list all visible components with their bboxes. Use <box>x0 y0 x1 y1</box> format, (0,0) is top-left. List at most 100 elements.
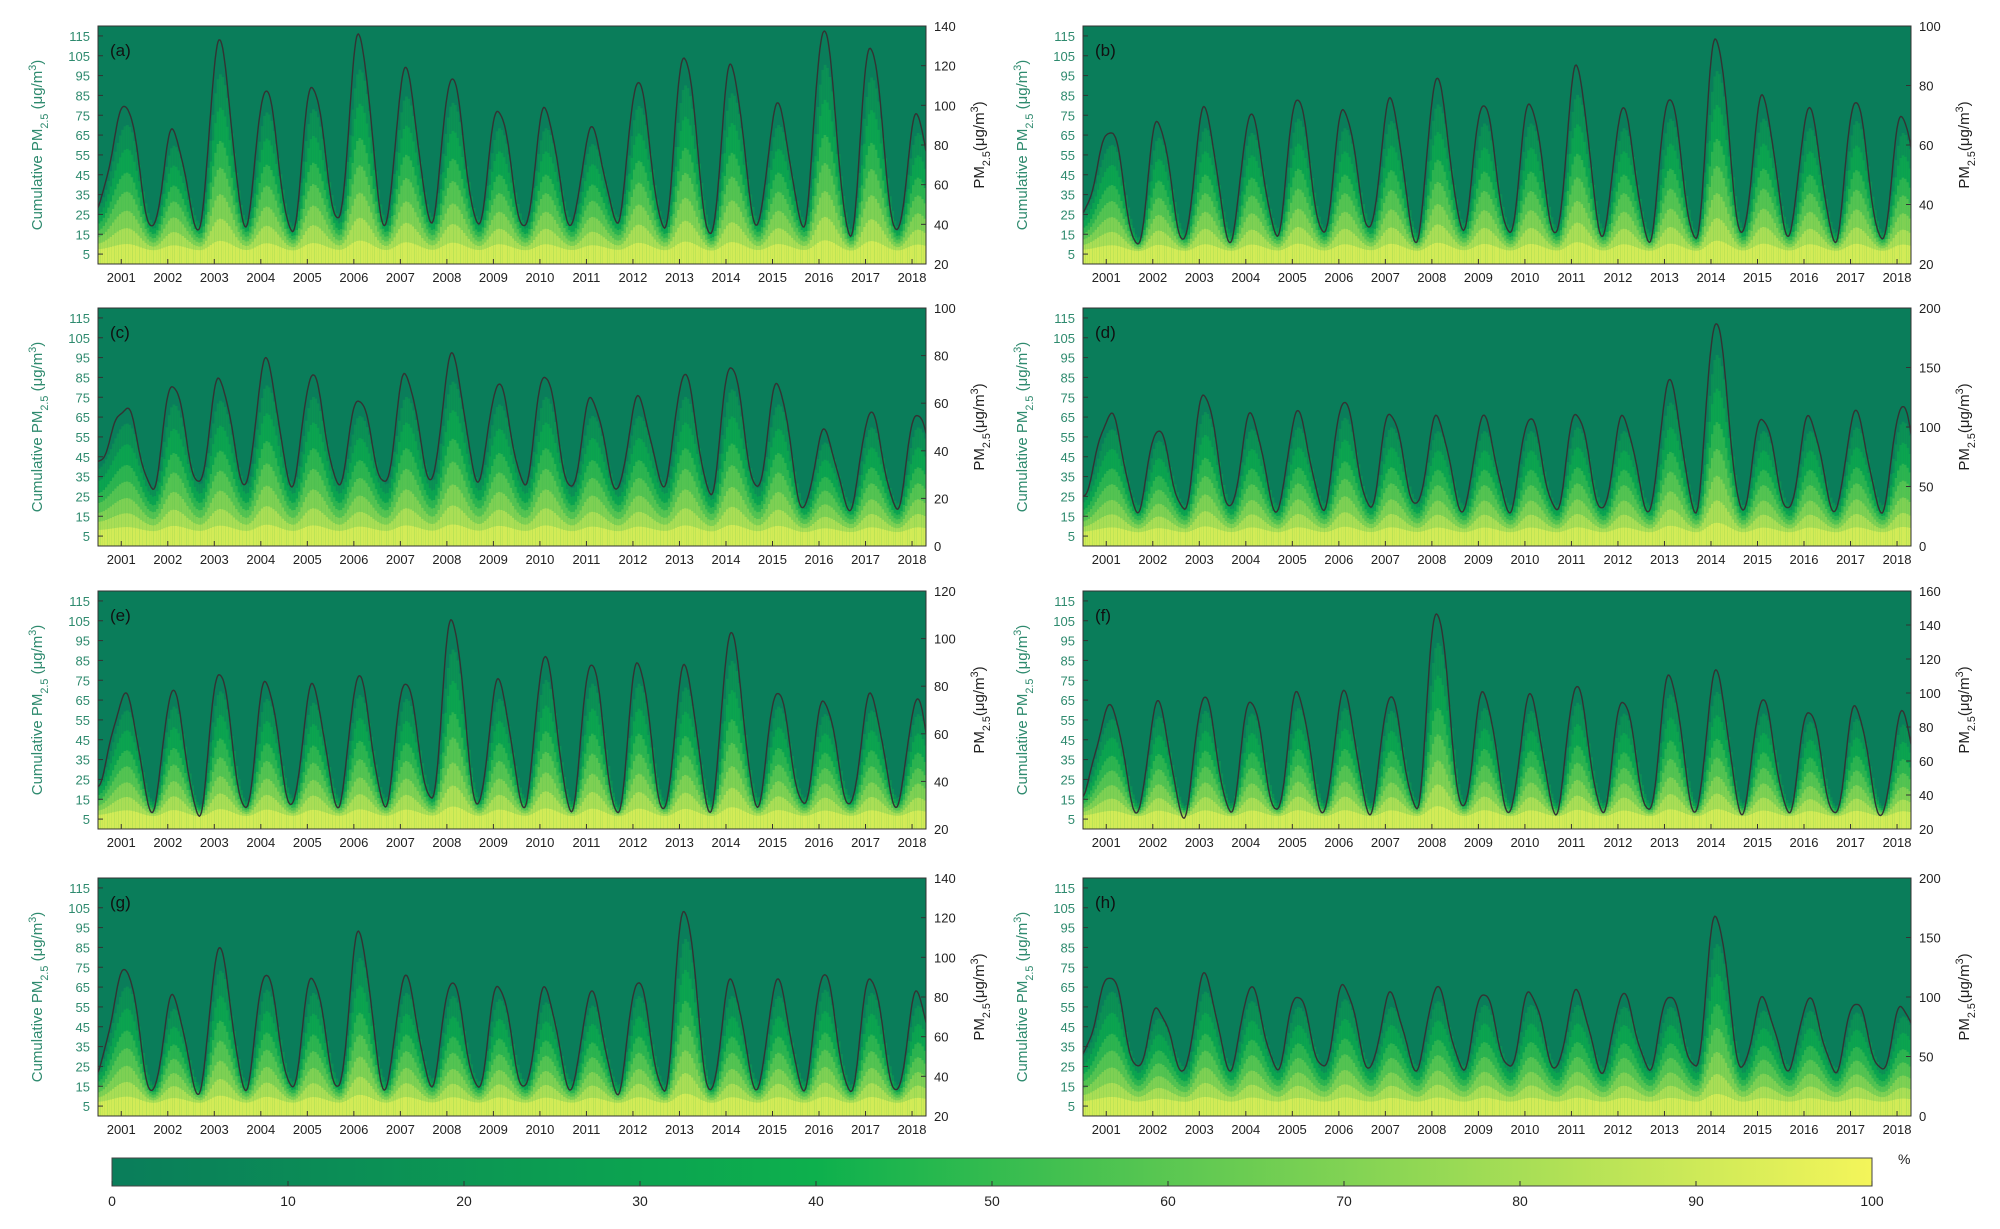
heatmap-cell <box>837 245 841 264</box>
heatmap-cell <box>1434 243 1438 264</box>
heatmap-cell <box>1771 245 1775 264</box>
heatmap-cell <box>1178 250 1182 264</box>
heatmap-cell <box>1143 249 1147 264</box>
heatmap-cell <box>400 243 404 264</box>
heatmap-cell <box>530 248 534 264</box>
heatmap-cell <box>642 243 646 264</box>
heatmap-cell <box>751 249 755 264</box>
heatmap-cell <box>339 249 343 264</box>
heatmap-cell <box>1383 245 1386 264</box>
heatmap-cell <box>916 244 920 264</box>
heatmap-cell <box>1117 246 1121 264</box>
heatmap-cell <box>525 250 529 264</box>
x-tick-label: 2004 <box>246 270 275 285</box>
heatmap-cell <box>1364 249 1368 264</box>
heatmap-cell <box>393 247 397 264</box>
heatmap-cell <box>1150 246 1154 264</box>
heatmap-cell <box>1355 246 1359 264</box>
heatmap-cell <box>1445 244 1449 264</box>
heatmap-cell <box>1524 244 1528 264</box>
heatmap-cell <box>1471 247 1475 264</box>
heatmap-cell <box>125 244 129 264</box>
heatmap-cell <box>1690 250 1693 264</box>
heatmap-cell <box>558 247 562 264</box>
heatmap-cell <box>637 242 641 264</box>
heatmap-cell <box>702 248 706 264</box>
heatmap-cell <box>744 246 748 264</box>
right-tick-label: 20 <box>934 257 948 272</box>
heatmap-cell <box>1452 247 1456 264</box>
heatmap-cell <box>1676 244 1680 264</box>
heatmap-cell <box>181 246 185 264</box>
heatmap-cell <box>1766 244 1770 264</box>
heatmap-cell <box>435 249 439 264</box>
heatmap-cell <box>1145 248 1149 264</box>
heatmap-cell <box>421 247 425 264</box>
heatmap-cell <box>1206 244 1210 264</box>
heatmap-cell <box>1850 244 1854 264</box>
heatmap-cell <box>1727 244 1731 264</box>
heatmap-cell <box>1394 244 1398 264</box>
heatmap-cell <box>211 243 215 264</box>
heatmap-cell <box>1469 248 1473 264</box>
heatmap-cell <box>874 241 878 264</box>
heatmap-cell <box>1585 244 1589 264</box>
heatmap-cell <box>600 246 604 264</box>
heatmap-cell <box>209 245 213 264</box>
heatmap-cell <box>614 249 618 264</box>
heatmap-cell <box>1515 249 1519 264</box>
heatmap-cell <box>1092 248 1096 264</box>
heatmap-cell <box>114 245 118 264</box>
heatmap-cell <box>395 245 399 264</box>
heatmap-cell <box>409 242 413 264</box>
heatmap-cell <box>1857 243 1861 264</box>
heatmap-cell <box>1641 249 1645 264</box>
heatmap-cell <box>1717 240 1721 264</box>
heatmap-cell <box>691 243 695 264</box>
heatmap-cell <box>1120 246 1124 264</box>
heatmap-cell <box>1617 245 1621 264</box>
heatmap-cell <box>1385 244 1389 264</box>
heatmap-cell <box>353 241 357 264</box>
heatmap-cell <box>512 247 515 264</box>
heatmap-cell <box>1276 250 1279 264</box>
heatmap-cell <box>1594 248 1598 264</box>
heatmap-cell <box>1331 248 1335 264</box>
heatmap-cell <box>658 249 662 264</box>
heatmap-cell <box>1357 247 1361 264</box>
heatmap-cell <box>1562 248 1566 264</box>
heatmap-cell <box>153 250 157 264</box>
heatmap-cell <box>1443 243 1447 264</box>
heatmap-cell <box>293 250 297 264</box>
heatmap-cell <box>1652 250 1656 264</box>
heatmap-cell <box>1457 249 1461 264</box>
heatmap-cell <box>737 243 741 264</box>
heatmap-cell <box>1817 246 1821 264</box>
heatmap-cell <box>1710 241 1714 264</box>
heatmap-cell <box>123 244 127 264</box>
heatmap-cell <box>767 246 771 264</box>
heatmap-cell <box>1138 251 1142 264</box>
heatmap-cell <box>651 246 655 264</box>
heatmap-cell <box>1466 249 1470 264</box>
heatmap-cell <box>567 249 571 264</box>
heatmap-cell <box>1141 250 1145 264</box>
left-tick-label: 85 <box>76 88 90 103</box>
heatmap-cell <box>1280 249 1284 264</box>
heatmap-cell <box>1615 245 1619 264</box>
heatmap-cell <box>879 243 883 264</box>
heatmap-cell <box>270 243 274 264</box>
heatmap-cell <box>1680 246 1684 264</box>
heatmap-cell <box>667 249 671 264</box>
heatmap-cell <box>1348 244 1352 264</box>
heatmap-cell <box>216 241 220 264</box>
heatmap-cell <box>221 241 225 264</box>
heatmap-cell <box>1399 245 1403 264</box>
heatmap-cell <box>1792 249 1796 264</box>
left-tick-label: 75 <box>76 108 90 123</box>
heatmap-cell <box>1310 247 1314 264</box>
heatmap-cell <box>488 246 492 264</box>
heatmap-cell <box>1503 249 1507 264</box>
heatmap-cell <box>309 243 313 264</box>
heatmap-cell <box>1122 247 1126 264</box>
